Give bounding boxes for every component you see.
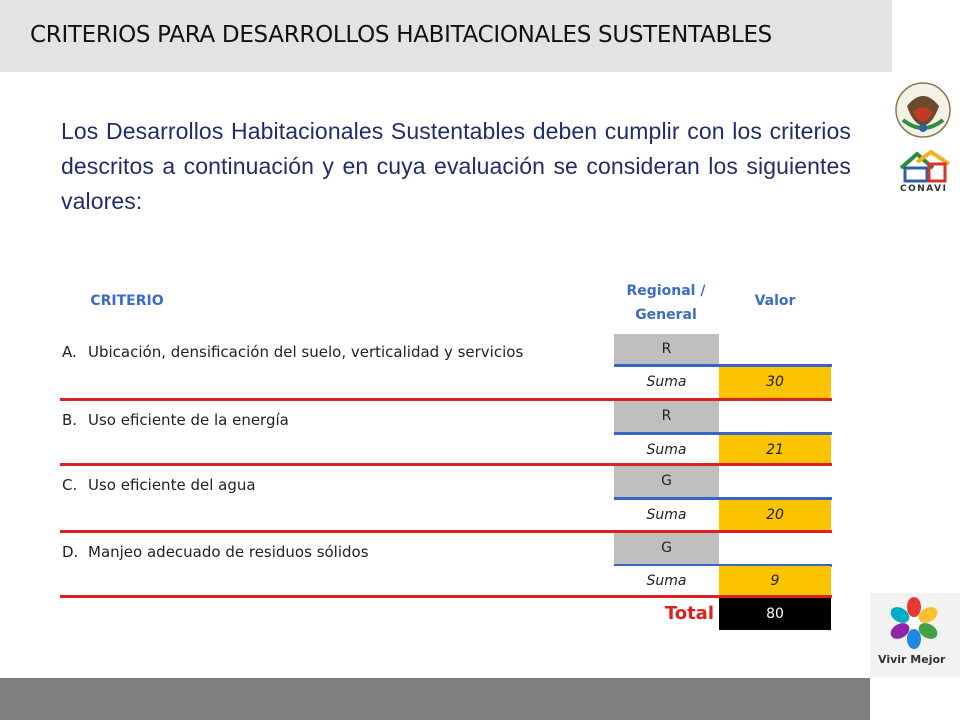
suma-value-c: 20 (719, 500, 831, 531)
page-title: CRITERIOS PARA DESARROLLOS HABITACIONALE… (30, 22, 772, 48)
criterion-letter: B. (62, 411, 78, 429)
criterion-b: B. Uso eficiente de la energía (62, 411, 289, 429)
criterion-letter: C. (62, 476, 78, 494)
suma-value-a: 30 (719, 367, 831, 398)
criterion-label: Manjeo adecuado de residuos sólidos (88, 543, 369, 561)
conavi-logo: CONAVI (895, 148, 955, 198)
criterion-letter: A. (62, 343, 77, 361)
vivir-mejor-label: Vivir Mejor (878, 653, 946, 666)
suma-label-c: Suma (614, 500, 719, 531)
divider-red (60, 595, 832, 598)
intro-paragraph: Los Desarrollos Habitacionales Sustentab… (61, 118, 851, 214)
title-band: CRITERIOS PARA DESARROLLOS HABITACIONALE… (0, 0, 892, 72)
criterion-label: Uso eficiente del agua (88, 476, 256, 494)
value-cell-d (719, 533, 831, 564)
divider-blue (614, 432, 832, 435)
suma-value-b: 21 (719, 435, 831, 466)
criterion-label: Ubicación, densificación del suelo, vert… (88, 343, 524, 361)
divider-red (60, 530, 832, 533)
criterion-letter: D. (62, 543, 79, 561)
criterion-c: C. Uso eficiente del agua (62, 476, 256, 494)
total-value: 80 (719, 598, 831, 630)
suma-label-d: Suma (614, 566, 719, 597)
vivir-mejor-logo: Vivir Mejor (870, 593, 960, 677)
conavi-label: CONAVI (900, 184, 948, 194)
divider-blue (614, 497, 832, 500)
divider-blue (614, 364, 832, 367)
criterion-label: Uso eficiente de la energía (88, 411, 289, 429)
header-regional-general: Regional / General (626, 283, 706, 323)
suma-label-b: Suma (614, 435, 719, 466)
rg-cell-c: G (614, 466, 719, 497)
divider-blue (614, 564, 832, 567)
value-cell-c (719, 466, 831, 497)
value-cell-a (719, 334, 831, 365)
criterion-d: D. Manjeo adecuado de residuos sólidos (62, 543, 369, 561)
mexico-seal-logo (893, 76, 953, 142)
divider-red (60, 398, 832, 401)
rg-cell-d: G (614, 533, 719, 564)
suma-value-d: 9 (719, 566, 831, 597)
divider-red (60, 463, 832, 466)
header-criterio: CRITERIO (90, 293, 164, 309)
header-valor: Valor (754, 293, 796, 309)
footer-band (0, 678, 870, 720)
suma-label-a: Suma (614, 367, 719, 398)
rg-cell-a: R (614, 334, 719, 365)
criterion-a: A. Ubicación, densificación del suelo, ve… (62, 343, 523, 361)
rg-cell-b: R (614, 401, 719, 432)
value-cell-b (719, 401, 831, 432)
total-label: Total (664, 603, 714, 624)
